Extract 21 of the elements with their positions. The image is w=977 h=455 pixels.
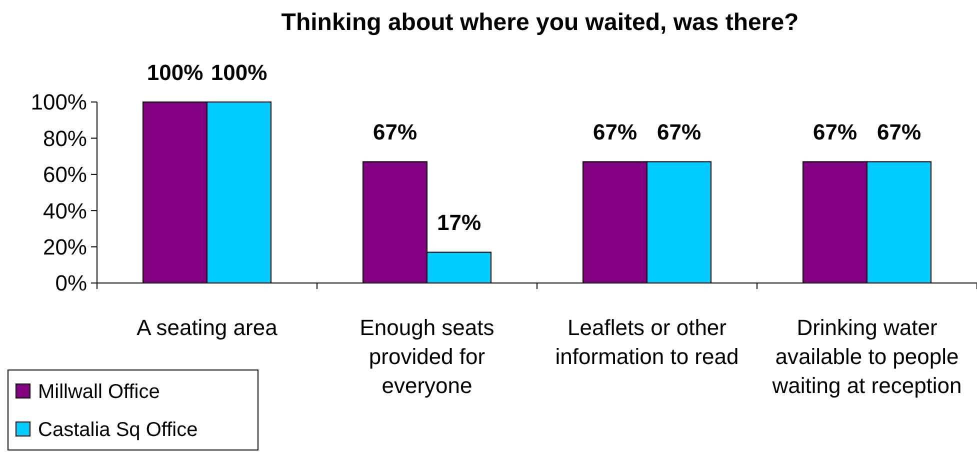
legend-label: Castalia Sq Office	[38, 419, 198, 441]
data-label: 67%	[876, 120, 922, 145]
data-label: 100%	[146, 60, 204, 85]
y-tick-label: 80%	[42, 126, 87, 151]
y-tick-label: 20%	[42, 234, 87, 260]
data-label: 67%	[812, 120, 858, 145]
data-label: 100%	[210, 60, 268, 85]
data-label: 67%	[372, 120, 418, 145]
data-label: 67%	[592, 120, 638, 145]
y-tick-label: 40%	[42, 198, 87, 224]
x-tick-label: Enough seats provided for everyone	[360, 315, 494, 398]
data-label: 17%	[436, 210, 482, 236]
chart-title: Thinking about where you waited, was there?	[281, 9, 799, 36]
y-tick-label: 100%	[30, 90, 87, 115]
data-label: 67%	[656, 120, 702, 145]
y-tick-label: 60%	[42, 162, 87, 188]
x-tick-label: Drinking water available to people waiting at reception	[771, 315, 962, 398]
x-tick-label: Leaflets or other information to read	[555, 315, 739, 369]
x-tick-label: A seating area	[136, 315, 278, 340]
legend-label: Millwall Office	[38, 381, 160, 403]
y-tick-label: 0%	[55, 270, 87, 296]
